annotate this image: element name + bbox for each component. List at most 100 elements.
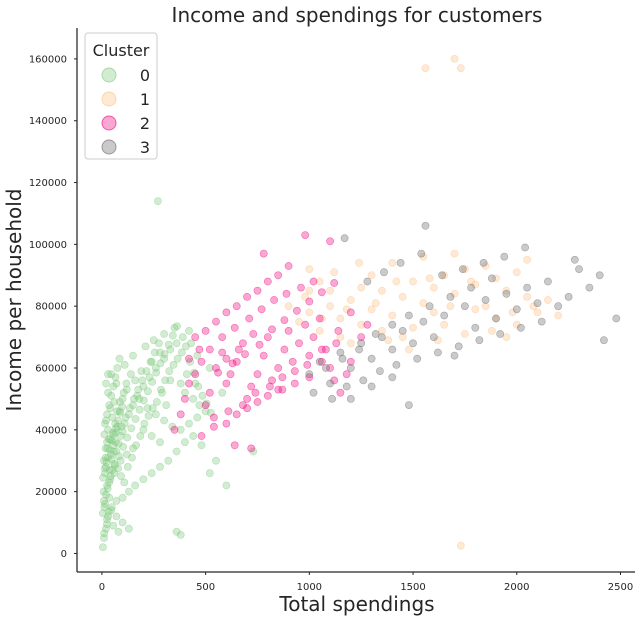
series-3: [305, 221, 621, 409]
data-point-cluster-2: [185, 379, 193, 388]
data-point-cluster-0: [147, 469, 156, 477]
data-point-cluster-1: [392, 277, 401, 286]
data-point-cluster-2: [222, 354, 231, 363]
data-point-cluster-3: [440, 311, 449, 320]
data-point-cluster-0: [127, 424, 136, 433]
data-point-cluster-0: [176, 379, 185, 388]
data-point-cluster-0: [99, 543, 107, 552]
data-point-cluster-2: [305, 297, 314, 306]
legend-items: 0 1 2 3: [101, 66, 150, 157]
x-tick-label: 1500: [400, 582, 425, 593]
data-point-cluster-2: [270, 296, 278, 304]
data-point-cluster-0: [105, 401, 114, 409]
data-point-cluster-1: [425, 274, 434, 283]
data-point-cluster-0: [104, 388, 112, 397]
data-point-cluster-0: [113, 407, 121, 416]
data-point-cluster-2: [243, 394, 251, 403]
series-2: [170, 231, 372, 453]
data-point-cluster-0: [173, 354, 182, 363]
legend-marker-3: [101, 139, 117, 155]
data-point-cluster-0: [152, 368, 161, 377]
data-point-cluster-1: [409, 323, 417, 332]
data-point-cluster-0: [124, 410, 133, 419]
data-point-cluster-0: [109, 382, 118, 391]
data-point-cluster-1: [342, 305, 351, 314]
data-point-cluster-2: [274, 364, 283, 372]
data-point-cluster-3: [458, 265, 467, 273]
data-point-cluster-3: [544, 277, 552, 286]
data-point-cluster-3: [371, 330, 380, 338]
data-point-cluster-0: [125, 404, 134, 413]
data-point-cluster-1: [336, 314, 345, 323]
data-point-cluster-3: [346, 364, 355, 372]
data-point-cluster-3: [429, 333, 438, 341]
data-point-cluster-0: [141, 342, 150, 351]
data-point-cluster-3: [570, 255, 579, 264]
data-point-cluster-3: [359, 376, 368, 385]
data-point-cluster-0: [107, 370, 116, 379]
data-point-cluster-0: [105, 466, 114, 474]
data-point-cluster-3: [521, 243, 529, 252]
data-point-cluster-2: [257, 305, 266, 314]
series-0: [99, 197, 258, 552]
data-point-cluster-0: [176, 425, 185, 434]
data-point-cluster-3: [500, 252, 509, 261]
data-point-cluster-2: [280, 316, 289, 324]
data-point-cluster-0: [116, 456, 125, 465]
data-point-cluster-2: [263, 391, 272, 400]
data-point-cluster-0: [136, 432, 145, 440]
data-point-cluster-2: [330, 279, 339, 287]
data-point-cluster-0: [146, 357, 155, 366]
data-point-cluster-0: [135, 405, 144, 414]
data-point-cluster-2: [363, 320, 372, 329]
data-point-cluster-1: [377, 326, 386, 335]
data-point-cluster-0: [107, 455, 116, 464]
data-point-cluster-0: [99, 473, 107, 482]
data-point-cluster-0: [104, 435, 113, 443]
data-point-cluster-3: [479, 258, 488, 267]
data-point-cluster-0: [160, 330, 168, 338]
data-point-cluster-2: [259, 249, 268, 258]
data-point-cluster-3: [328, 394, 336, 403]
data-point-cluster-0: [166, 345, 175, 354]
data-point-cluster-1: [305, 308, 314, 317]
data-point-cluster-3: [357, 339, 366, 348]
data-point-cluster-1: [456, 541, 465, 550]
data-point-cluster-1: [419, 299, 428, 307]
data-point-cluster-3: [612, 314, 621, 323]
legend-marker-1: [101, 91, 117, 107]
data-point-cluster-3: [404, 401, 413, 409]
data-point-cluster-3: [512, 305, 521, 314]
data-point-cluster-2: [263, 277, 272, 286]
data-point-cluster-0: [157, 385, 165, 394]
data-point-cluster-3: [454, 342, 463, 351]
data-point-cluster-3: [398, 326, 407, 335]
data-point-cluster-2: [230, 323, 239, 332]
data-point-cluster-3: [600, 336, 608, 345]
data-point-cluster-3: [421, 221, 430, 230]
data-point-cluster-3: [380, 268, 388, 277]
data-point-cluster-2: [230, 441, 239, 450]
data-point-cluster-3: [367, 354, 376, 363]
data-point-cluster-0: [138, 376, 147, 385]
data-point-cluster-0: [124, 524, 133, 533]
data-point-cluster-1: [433, 336, 442, 345]
data-point-cluster-2: [292, 306, 301, 315]
data-point-cluster-2: [295, 339, 303, 348]
data-point-cluster-3: [355, 345, 363, 354]
data-point-cluster-0: [139, 396, 148, 405]
data-point-cluster-3: [471, 323, 480, 332]
data-point-cluster-2: [170, 425, 179, 434]
y-tick-label: 60000: [35, 364, 67, 375]
data-point-cluster-0: [101, 444, 110, 453]
data-point-cluster-2: [201, 401, 210, 409]
data-point-cluster-0: [143, 387, 152, 396]
data-point-cluster-2: [245, 314, 254, 323]
data-point-cluster-2: [284, 262, 293, 270]
data-point-cluster-3: [338, 354, 347, 363]
data-point-cluster-0: [117, 472, 125, 481]
data-point-cluster-0: [121, 413, 130, 422]
data-point-cluster-0: [120, 360, 129, 369]
x-tick-label: 500: [196, 582, 215, 593]
data-point-cluster-0: [112, 512, 121, 521]
